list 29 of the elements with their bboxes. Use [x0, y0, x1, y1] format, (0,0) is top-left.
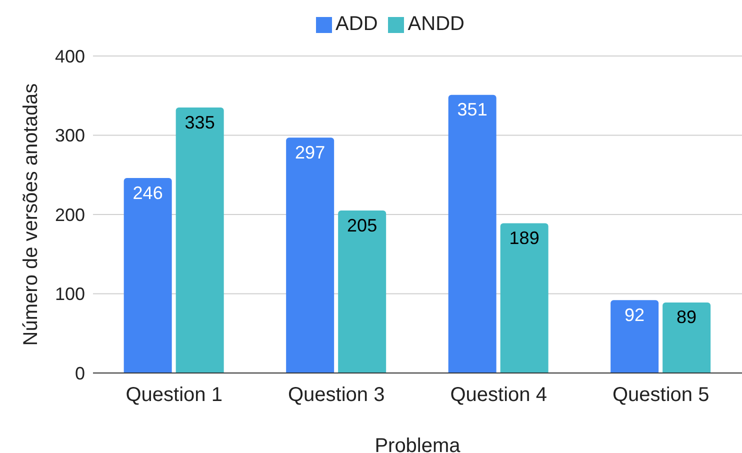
bar	[610, 300, 659, 373]
data-label: 92	[624, 304, 645, 325]
data-label: 246	[132, 182, 163, 203]
y-tick-label: 300	[54, 126, 85, 146]
y-tick-label: 200	[54, 204, 85, 225]
bar	[338, 210, 386, 373]
y-tick-label: 100	[54, 284, 85, 304]
bar	[124, 178, 172, 373]
x-tick-label: Question 5	[612, 384, 710, 406]
data-label: 335	[184, 112, 215, 132]
bar	[500, 223, 548, 373]
bar	[286, 138, 334, 373]
legend-label: ADD	[336, 13, 378, 35]
x-tick-label: Question 1	[126, 384, 222, 406]
y-tick-label: 0	[74, 363, 85, 384]
data-label: 89	[676, 307, 697, 328]
data-label: 297	[295, 142, 326, 162]
x-tick-label: Question 4	[450, 384, 547, 406]
data-label: 189	[509, 228, 540, 248]
legend-label: ANDD	[408, 13, 464, 35]
bar	[662, 302, 711, 373]
y-tick-label: 400	[54, 46, 85, 66]
bar	[448, 94, 496, 373]
bar	[176, 108, 224, 373]
y-axis-title: Número de versões anotadas	[20, 83, 42, 346]
data-label: 205	[347, 215, 378, 236]
x-tick-label: Question 3	[288, 384, 385, 406]
data-label: 351	[457, 100, 488, 120]
x-axis-title: Problema	[374, 435, 462, 453]
